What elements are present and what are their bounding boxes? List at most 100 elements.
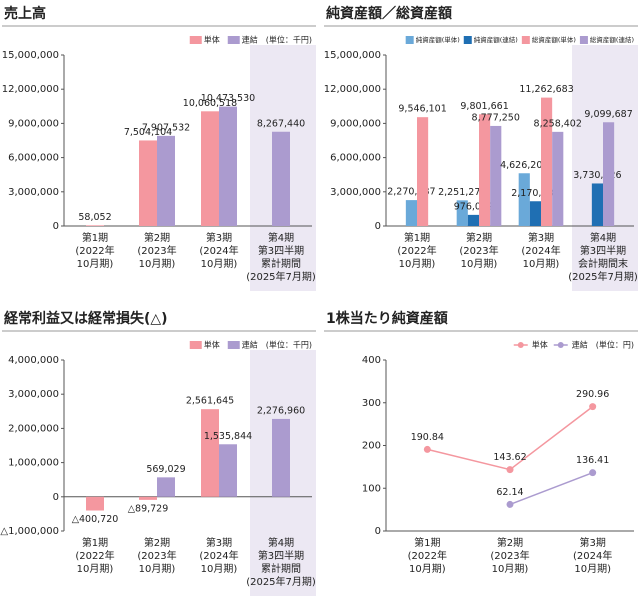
- legend-swatch: [579, 36, 588, 44]
- legend-label: 単体: [204, 35, 220, 45]
- y-tick-label: 3,000,000: [330, 187, 381, 198]
- y-tick-label: 6,000,000: [8, 153, 59, 164]
- x-tick-label: (2023年: [137, 549, 176, 562]
- x-tick-label: (2025年7月期): [246, 575, 316, 588]
- y-tick-label: 15,000,000: [324, 50, 381, 61]
- x-tick-label: (2022年: [75, 244, 114, 257]
- x-tick-label: 第2期: [466, 231, 492, 244]
- chart-title: 売上高: [4, 5, 46, 22]
- point: [589, 469, 597, 477]
- legend-label: 連結: [242, 35, 258, 45]
- value-label: 9,099,687: [584, 109, 632, 120]
- x-tick-label: (2024年: [521, 244, 560, 257]
- x-tick-label: 第2期: [144, 536, 170, 549]
- y-tick-label: 200: [362, 441, 381, 452]
- x-tick-label: 10月期): [399, 258, 436, 270]
- value-label: 10,060,518: [183, 98, 237, 109]
- value-label: 2,270,987: [387, 187, 435, 198]
- legend-label: 連結: [572, 340, 588, 350]
- legend-swatch: [189, 341, 202, 349]
- bar: [139, 496, 157, 500]
- x-tick-label: (2022年: [75, 549, 114, 562]
- legend-swatch: [227, 341, 240, 349]
- y-tick-label: 12,000,000: [324, 84, 381, 95]
- series-line: [509, 471, 593, 506]
- x-tick-label: 10月期): [77, 563, 114, 575]
- point: [589, 403, 597, 411]
- x-tick-label: 第3期: [206, 231, 232, 244]
- value-label: 10,473,530: [201, 93, 255, 104]
- value-label: 7,504,104: [124, 127, 172, 138]
- bar: [541, 97, 553, 227]
- x-tick-label: (2023年: [490, 549, 529, 562]
- x-tick-label: (2022年: [408, 549, 447, 562]
- y-tick-label: 3,000,000: [8, 187, 59, 198]
- bar: [157, 477, 175, 497]
- value-label: 1,535,844: [204, 431, 252, 442]
- x-tick-label: (2023年: [137, 244, 176, 257]
- y-tick-label: 0: [375, 221, 381, 232]
- y-tick-label: 6,000,000: [330, 153, 381, 164]
- legend-swatch: [405, 36, 414, 44]
- value-label: 8,267,440: [257, 118, 305, 129]
- value-label: 190.84: [411, 432, 444, 443]
- x-tick-label: (2024年: [199, 244, 238, 257]
- bar: [479, 114, 491, 226]
- bar: [405, 200, 417, 226]
- x-tick-label: (2025年7月期): [568, 270, 638, 283]
- y-tick-label: 0: [53, 221, 59, 232]
- bar: [456, 200, 468, 226]
- value-label: 976,082: [454, 201, 493, 212]
- legend-marker: [517, 342, 524, 348]
- y-tick-label: 9,000,000: [8, 118, 59, 129]
- bar: [529, 201, 541, 226]
- x-tick-label: 10月期): [201, 258, 238, 270]
- legend-swatch: [189, 36, 202, 44]
- x-tick-label: 10月期): [409, 563, 446, 575]
- x-tick-label: 第2期: [497, 536, 523, 549]
- value-label: 2,170,830: [511, 188, 559, 199]
- value-label: 8,258,402: [534, 118, 582, 129]
- bar: [591, 183, 603, 226]
- x-tick-label: 累計期間: [261, 562, 301, 575]
- bar: [139, 140, 157, 226]
- y-tick-label: △1,000,000: [0, 526, 59, 537]
- x-tick-label: 10月期): [139, 258, 176, 270]
- value-label: 58,052: [78, 212, 111, 223]
- value-label: 4,626,208: [500, 160, 548, 171]
- x-tick-label: 第1期: [404, 231, 430, 244]
- x-tick-label: 10月期): [139, 563, 176, 575]
- x-tick-label: (2024年: [199, 549, 238, 562]
- bar: [201, 409, 219, 497]
- value-label: 3,730,426: [573, 170, 621, 181]
- chart-title: 経常利益又は経常損失(△): [4, 310, 168, 327]
- point: [506, 466, 514, 474]
- bar: [603, 122, 615, 226]
- value-label: 136.41: [576, 455, 609, 466]
- unit-label: (単位：千円): [266, 35, 312, 45]
- bar: [272, 131, 290, 226]
- value-label: 290.96: [576, 389, 609, 400]
- legend-label: 純資産額(連結): [474, 35, 518, 44]
- y-tick-label: 100: [362, 483, 381, 494]
- value-label: 9,546,101: [398, 104, 446, 115]
- x-tick-label: 第4期: [268, 536, 294, 549]
- x-tick-label: 10月期): [77, 258, 114, 270]
- value-label: 143.62: [493, 452, 526, 463]
- y-tick-label: 4,000,000: [8, 355, 59, 366]
- y-tick-label: 0: [375, 526, 381, 537]
- bar: [219, 444, 237, 497]
- legend-label: 連結: [242, 340, 258, 350]
- x-tick-label: 第3四半期: [258, 549, 304, 562]
- bar: [86, 225, 104, 226]
- chart-title: 1株当たり純資産額: [326, 310, 448, 327]
- y-tick-label: 9,000,000: [330, 118, 381, 129]
- x-tick-label: (2024年: [573, 549, 612, 562]
- x-tick-label: (2022年: [397, 244, 436, 257]
- x-tick-label: 第3期: [206, 536, 232, 549]
- value-label: 11,262,683: [519, 84, 573, 95]
- value-label: △89,729: [128, 503, 169, 514]
- bar: [157, 135, 175, 226]
- legend-marker: [557, 342, 564, 348]
